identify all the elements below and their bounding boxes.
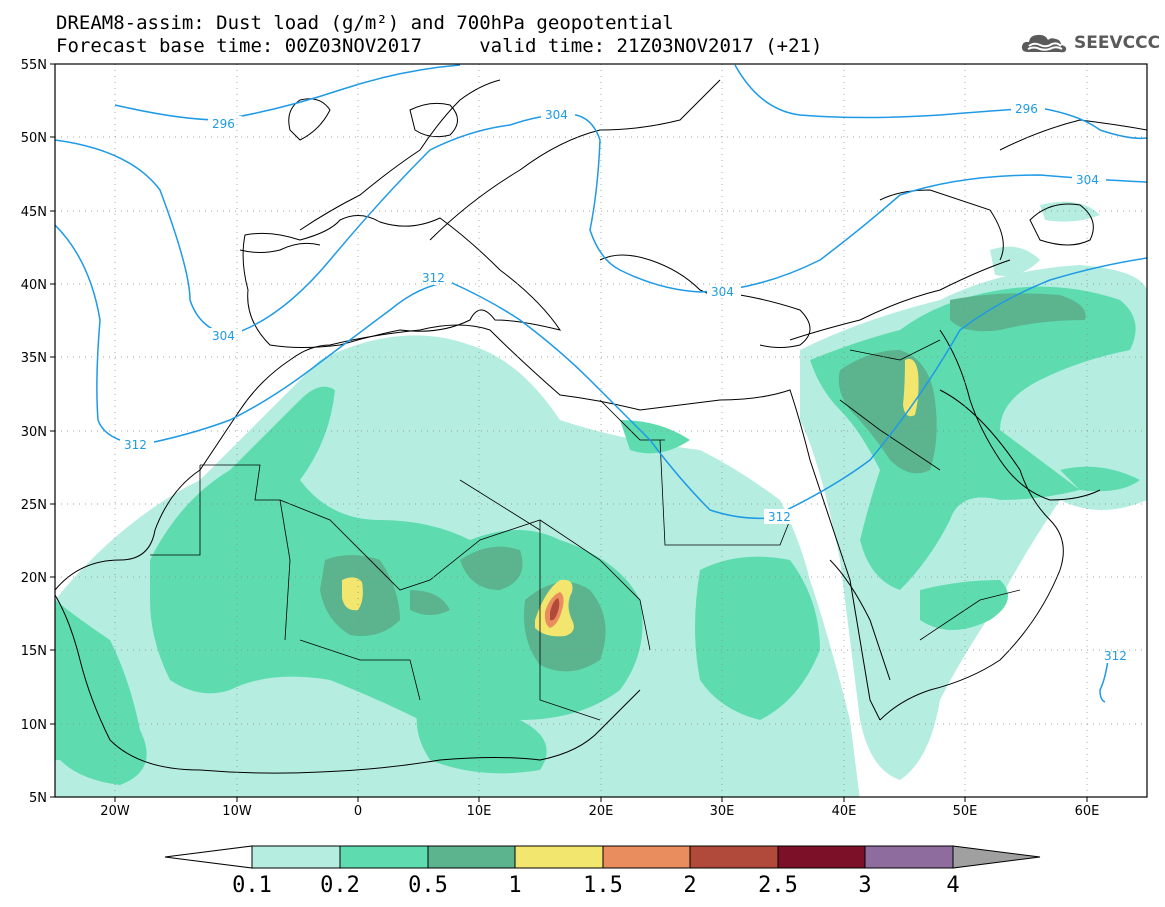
lat-label: 35N xyxy=(21,351,47,366)
lon-label: 20E xyxy=(589,804,614,819)
colorbar-swatch xyxy=(602,845,691,869)
contour-label: 312 xyxy=(422,271,445,285)
colorbar-labels: 0.1 0.2 0.5 1 1.5 2 2.5 3 4 xyxy=(232,873,960,898)
colorbar-label: 4 xyxy=(946,873,959,898)
contour-label: 304 xyxy=(212,329,235,343)
colorbar-label: 3 xyxy=(858,873,871,898)
colorbar-label: 0.5 xyxy=(408,873,448,898)
lat-label: 15N xyxy=(21,644,47,659)
colorbar-label: 1.5 xyxy=(583,873,623,898)
contour-label: 312 xyxy=(124,438,147,452)
dust-field xyxy=(55,201,1147,797)
dust-level-2 xyxy=(550,598,560,621)
lat-label: 55N xyxy=(21,58,47,73)
contour-label: 296 xyxy=(212,117,235,131)
lat-label: 40N xyxy=(21,278,47,293)
lon-label: 20W xyxy=(100,804,130,819)
colorbar-under-arrow xyxy=(164,845,253,869)
colorbar-swatch xyxy=(514,845,604,869)
lon-label: 0 xyxy=(354,804,362,819)
colorbar-swatch xyxy=(427,845,516,869)
lat-label: 45N xyxy=(21,205,47,220)
lat-label: 5N xyxy=(29,791,47,806)
colorbar-label: 2 xyxy=(683,873,696,898)
colorbar-swatch xyxy=(864,845,954,869)
colorbar-swatch xyxy=(689,845,779,869)
lat-label: 30N xyxy=(21,425,47,440)
colorbar-swatch xyxy=(777,845,866,869)
coastlines xyxy=(55,79,1147,774)
lon-label: 10E xyxy=(467,804,492,819)
colorbar-label: 0.1 xyxy=(232,873,272,898)
lon-labels: 20W 10W 0 10E 20E 30E 40E 50E 60E xyxy=(100,804,1099,819)
logo-text: SEEVCCC xyxy=(1074,33,1161,53)
colorbar-swatch xyxy=(339,845,429,869)
lat-label: 20N xyxy=(21,571,47,586)
contour-label: 296 xyxy=(1015,102,1038,116)
contour-label: 312 xyxy=(768,510,791,524)
colorbar xyxy=(164,845,1041,869)
dust-level-1 xyxy=(342,358,919,637)
colorbar-label: 1 xyxy=(508,873,521,898)
lon-label: 60E xyxy=(1075,804,1100,819)
lat-labels: 55N 50N 45N 40N 35N 30N 25N 20N 15N 10N … xyxy=(21,58,47,806)
contour-labels: 296 304 312 296 304 304 312 304 312 312 xyxy=(120,101,1134,663)
lon-label: 50E xyxy=(953,804,978,819)
lon-label: 40E xyxy=(832,804,857,819)
cloud-icon xyxy=(1021,34,1067,53)
contour-label: 304 xyxy=(545,108,568,122)
seevccc-logo: SEEVCCC xyxy=(1020,30,1160,56)
lat-label: 10N xyxy=(21,718,47,733)
contour-label: 312 xyxy=(1104,649,1127,663)
lat-label: 25N xyxy=(21,498,47,513)
forecast-times: Forecast base time: 00Z03NOV2017 valid t… xyxy=(56,35,823,57)
gridlines xyxy=(55,64,1147,797)
colorbar-label: 0.2 xyxy=(320,873,360,898)
contour-label: 304 xyxy=(711,285,734,299)
geopotential-contours xyxy=(55,64,1147,703)
colorbar-swatch xyxy=(251,845,341,869)
axis-ticks xyxy=(50,63,1088,802)
colorbar-over-arrow xyxy=(952,845,1041,869)
colorbar-label: 2.5 xyxy=(758,873,798,898)
lon-label: 10W xyxy=(222,804,252,819)
contour-label: 304 xyxy=(1076,173,1099,187)
lat-label: 50N xyxy=(21,131,47,146)
lon-label: 30E xyxy=(710,804,735,819)
country-borders xyxy=(150,339,1021,721)
map-title: DREAM8-assim: Dust load (g/m²) and 700hP… xyxy=(56,12,674,34)
